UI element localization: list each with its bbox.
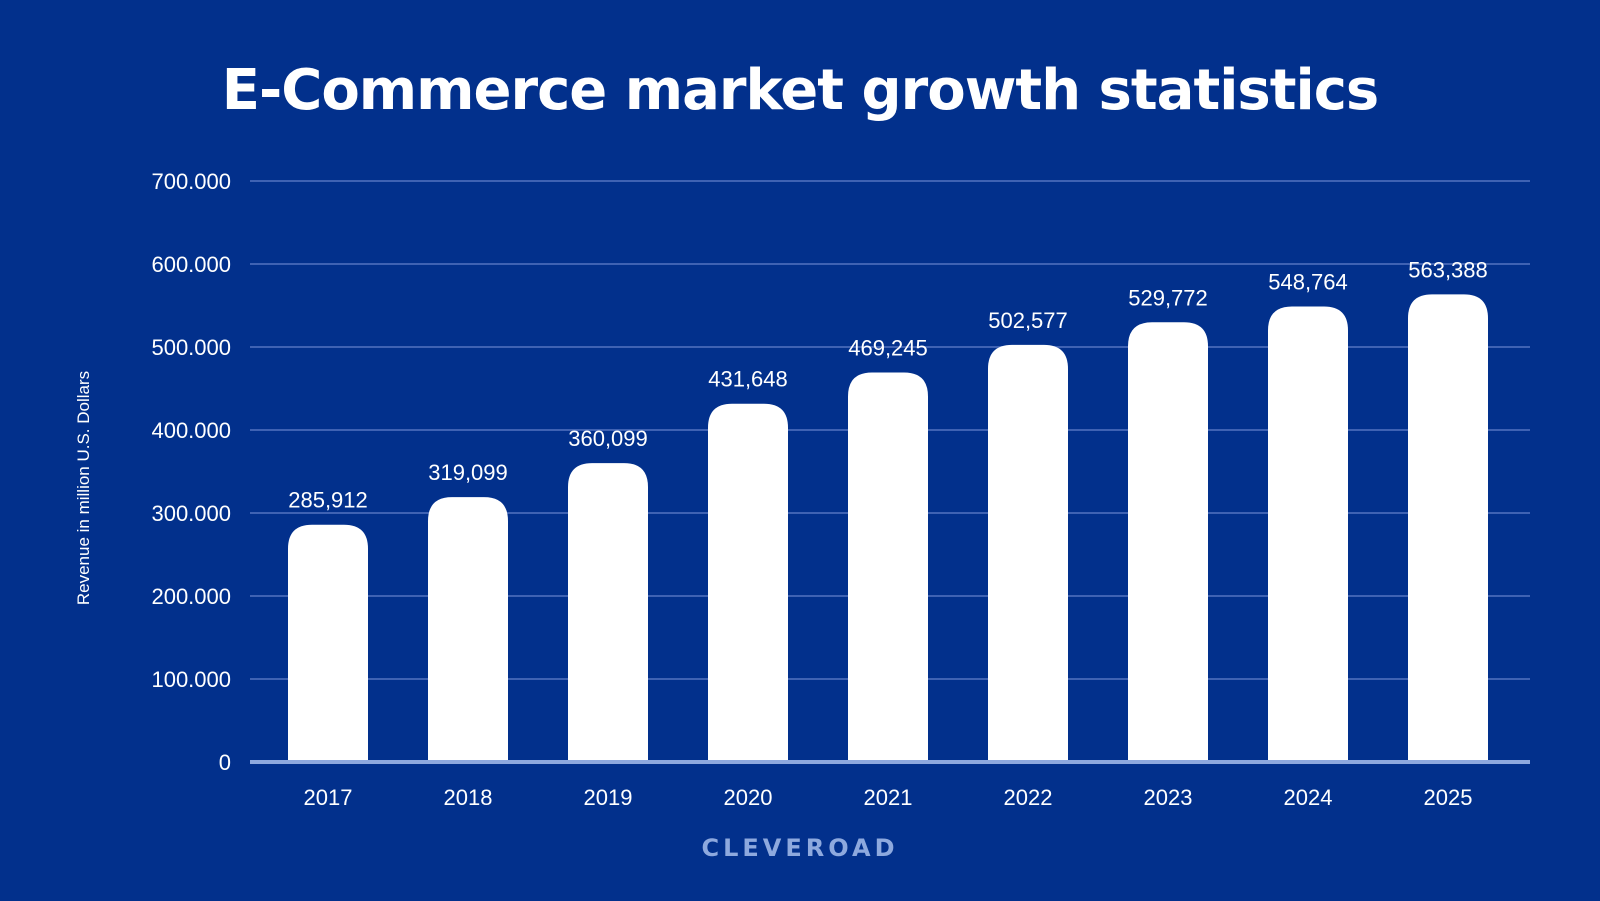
data-label-2018: 319,099 xyxy=(428,460,508,485)
y-tick-label: 100.000 xyxy=(151,667,231,692)
data-label-2024: 548,764 xyxy=(1268,270,1348,295)
x-axis-ticks: 2017 2018 2019 2020 2021 2022 2023 2024 2025 xyxy=(304,785,1473,810)
x-tick-label: 2021 xyxy=(864,785,913,810)
y-tick-label: 300.000 xyxy=(151,501,231,526)
y-tick-label: 200.000 xyxy=(151,584,231,609)
x-tick-label: 2018 xyxy=(444,785,493,810)
y-tick-label: 700.000 xyxy=(151,169,231,194)
data-label-2022: 502,577 xyxy=(988,308,1068,333)
bar-2025 xyxy=(1408,294,1488,762)
x-tick-label: 2022 xyxy=(1004,785,1053,810)
y-axis-ticks: 0 100.000 200.000 300.000 400.000 500.000 600.… xyxy=(151,169,231,775)
y-axis-label: Revenue in million U.S. Dollars xyxy=(74,371,93,605)
data-label-2019: 360,099 xyxy=(568,426,648,451)
data-label-2017: 285,912 xyxy=(288,488,368,513)
bar-2018 xyxy=(428,497,508,762)
x-tick-label: 2024 xyxy=(1284,785,1333,810)
data-label-2021: 469,245 xyxy=(848,336,928,361)
data-label-2023: 529,772 xyxy=(1128,285,1208,310)
bar-2019 xyxy=(568,463,648,762)
y-tick-label: 500.000 xyxy=(151,335,231,360)
bar-2024 xyxy=(1268,306,1348,762)
y-tick-label: 0 xyxy=(219,750,231,775)
x-tick-label: 2023 xyxy=(1144,785,1193,810)
brand-logo-text: CLEVEROAD xyxy=(701,834,899,862)
data-label-2020: 431,648 xyxy=(708,367,788,392)
y-tick-label: 600.000 xyxy=(151,252,231,277)
bar-2020 xyxy=(708,403,788,762)
x-tick-label: 2019 xyxy=(584,785,633,810)
bar-2022 xyxy=(988,344,1068,762)
bar-2017 xyxy=(288,524,368,762)
bar-2023 xyxy=(1128,322,1208,762)
bar-2021 xyxy=(848,372,928,762)
data-label-2025: 563,388 xyxy=(1408,257,1488,282)
x-tick-label: 2017 xyxy=(304,785,353,810)
y-tick-label: 400.000 xyxy=(151,418,231,443)
x-tick-label: 2025 xyxy=(1424,785,1473,810)
data-labels: 285,912 319,099 360,099 431,648 469,245 502,5… xyxy=(288,257,1488,512)
bars xyxy=(288,294,1488,762)
chart-title: E-Commerce market growth statistics xyxy=(221,58,1380,123)
x-tick-label: 2020 xyxy=(724,785,773,810)
